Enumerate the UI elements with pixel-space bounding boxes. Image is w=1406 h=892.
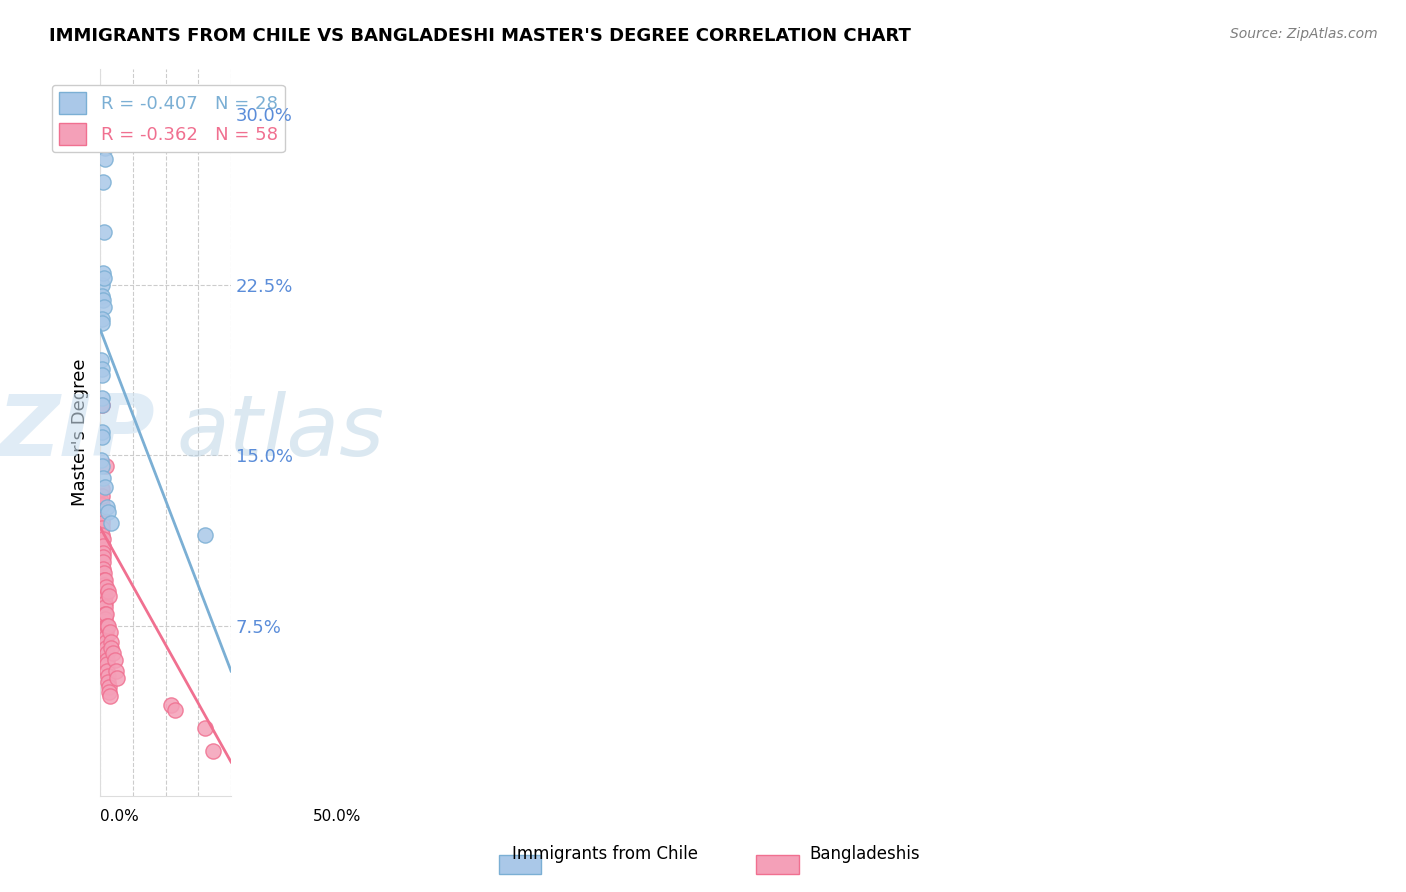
Point: [96, 500, 118, 515]
Point: [194, 721, 217, 735]
Point: [93, 562, 115, 576]
Text: 0.0%: 0.0%: [100, 809, 139, 824]
Point: [93, 584, 115, 599]
Point: [90, 482, 112, 496]
Point: [93, 175, 115, 189]
Point: [93, 573, 115, 587]
Point: [91, 550, 114, 565]
Point: [90, 361, 112, 376]
Point: [97, 668, 120, 682]
Text: 50.0%: 50.0%: [314, 809, 361, 824]
Point: [90, 498, 112, 512]
Point: [91, 266, 114, 280]
Point: [93, 577, 115, 591]
Point: [91, 368, 114, 383]
Point: [90, 489, 112, 503]
Point: [96, 657, 118, 672]
Point: [98, 684, 121, 698]
Point: [90, 311, 112, 326]
Point: [90, 425, 112, 440]
Point: [94, 607, 117, 622]
Point: [103, 646, 125, 660]
Point: [93, 300, 115, 314]
Point: [201, 744, 224, 758]
Point: [96, 653, 118, 667]
Point: [90, 482, 112, 496]
Point: [194, 527, 217, 541]
Text: Immigrants from Chile: Immigrants from Chile: [512, 846, 697, 863]
Point: [94, 141, 117, 155]
Point: [97, 584, 120, 599]
Point: [93, 225, 115, 239]
Point: [93, 471, 115, 485]
Point: [160, 698, 183, 713]
Point: [91, 316, 114, 330]
Point: [91, 532, 114, 546]
Point: [94, 580, 117, 594]
Point: [94, 607, 117, 622]
Point: [91, 398, 114, 412]
Point: [94, 600, 117, 615]
Point: [105, 664, 128, 678]
Point: [91, 527, 114, 541]
Text: atlas: atlas: [176, 391, 384, 474]
Point: [90, 459, 112, 474]
Point: [90, 391, 112, 405]
Point: [91, 277, 114, 292]
Point: [94, 618, 117, 632]
Point: [90, 512, 112, 526]
Point: [94, 596, 117, 610]
Y-axis label: Master's Degree: Master's Degree: [72, 359, 89, 506]
Text: Source: ZipAtlas.com: Source: ZipAtlas.com: [1230, 27, 1378, 41]
Point: [93, 566, 115, 581]
Point: [94, 630, 117, 644]
Point: [90, 119, 112, 133]
Point: [91, 289, 114, 303]
Point: [96, 641, 118, 656]
Point: [97, 589, 120, 603]
Point: [90, 352, 112, 367]
Point: [94, 634, 117, 648]
Point: [93, 555, 115, 569]
Point: [91, 293, 114, 308]
Point: [90, 493, 112, 508]
Point: [97, 675, 120, 690]
Point: [98, 689, 121, 703]
Point: [97, 680, 120, 694]
Point: [98, 625, 121, 640]
Point: [90, 452, 112, 467]
Text: IMMIGRANTS FROM CHILE VS BANGLADESHI MASTER'S DEGREE CORRELATION CHART: IMMIGRANTS FROM CHILE VS BANGLADESHI MAS…: [49, 27, 911, 45]
Point: [91, 521, 114, 535]
Point: [97, 505, 120, 519]
Point: [91, 539, 114, 553]
Point: [91, 546, 114, 560]
Text: Bangladeshis: Bangladeshis: [810, 846, 920, 863]
Point: [163, 703, 186, 717]
Point: [105, 671, 128, 685]
Point: [91, 398, 114, 412]
Point: [96, 664, 118, 678]
Point: [100, 634, 122, 648]
Point: [94, 459, 117, 474]
Point: [94, 625, 117, 640]
Point: [104, 653, 127, 667]
Point: [90, 516, 112, 531]
Point: [100, 516, 122, 531]
Point: [96, 618, 118, 632]
Point: [93, 270, 115, 285]
Legend: R = -0.407   N = 28, R = -0.362   N = 58: R = -0.407 N = 28, R = -0.362 N = 58: [52, 85, 285, 153]
Point: [97, 618, 120, 632]
Point: [94, 573, 117, 587]
Point: [100, 641, 122, 656]
Point: [91, 430, 114, 444]
Point: [96, 646, 118, 660]
Point: [94, 153, 117, 167]
Point: [94, 612, 117, 626]
Text: ZIP: ZIP: [0, 391, 155, 474]
Point: [94, 480, 117, 494]
Point: [93, 589, 115, 603]
